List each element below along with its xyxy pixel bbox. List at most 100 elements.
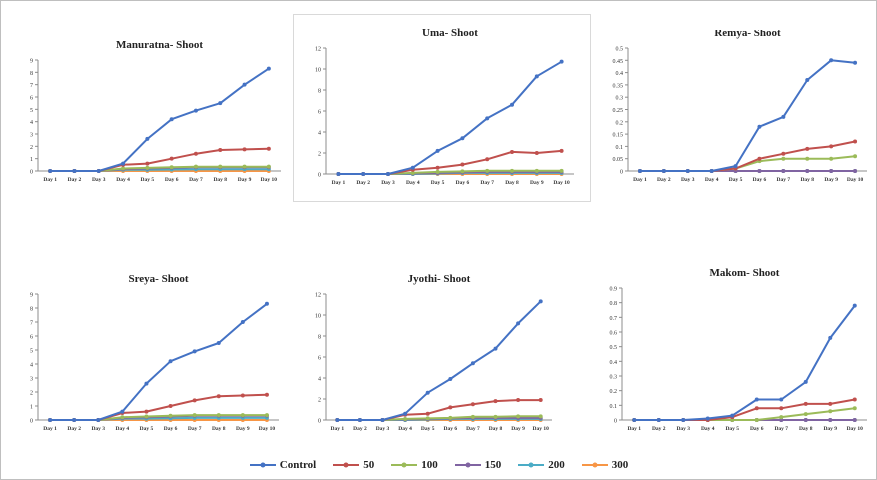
data-point-50 — [240, 393, 245, 398]
data-point-Control — [216, 341, 221, 345]
data-point-Control — [72, 169, 77, 173]
data-point-Control — [169, 117, 174, 122]
x-tick-label: Day 6 — [750, 426, 764, 432]
data-point-50 — [144, 409, 149, 414]
data-point-Control — [192, 349, 197, 354]
x-tick-label: Day 5 — [421, 426, 435, 432]
data-point-50 — [828, 401, 833, 406]
x-tick-label: Day 3 — [681, 177, 695, 183]
data-point-100 — [470, 414, 475, 419]
y-tick-label: 8 — [30, 71, 33, 77]
data-point-Control — [828, 335, 833, 340]
data-point-150 — [803, 418, 808, 422]
data-point-150 — [757, 169, 762, 173]
chart-title: Remya- Shoot — [714, 30, 781, 39]
data-point-Control — [681, 418, 686, 422]
data-point-100 — [410, 170, 415, 175]
data-point-50 — [218, 148, 223, 153]
x-tick-label: Day 3 — [91, 426, 105, 432]
y-tick-label: 3 — [30, 377, 33, 383]
data-point-100 — [485, 168, 490, 173]
y-tick-label: 0.2 — [610, 389, 618, 395]
chart-4: Jyothi- Shoot 0 2 4 6 8 10 12 Day 1 Day 2 Day 3 Day… — [315, 273, 552, 432]
data-point-150 — [781, 169, 786, 173]
data-point-Control — [448, 377, 453, 382]
data-point-Control — [193, 108, 198, 113]
x-tick-label: Day 7 — [480, 180, 494, 186]
x-tick-label: Day 1 — [633, 177, 647, 183]
x-tick-label: Day 4 — [701, 426, 715, 432]
x-tick-label: Day 10 — [553, 180, 570, 186]
data-point-50 — [460, 162, 465, 167]
data-point-Control — [460, 136, 465, 141]
data-point-Control — [803, 379, 808, 384]
data-point-50 — [470, 402, 475, 407]
data-point-150 — [852, 418, 857, 422]
y-tick-label: 6 — [30, 335, 33, 341]
data-point-50 — [193, 151, 198, 156]
legend-swatch-marker — [260, 462, 266, 468]
data-point-Control — [493, 346, 498, 351]
data-point-50 — [559, 148, 564, 153]
y-tick-label: 5 — [30, 349, 33, 355]
data-point-Control — [403, 411, 408, 416]
data-point-Control — [96, 418, 101, 422]
y-tick-label: 0.1 — [610, 404, 618, 410]
chart-2: Remya- Shoot 0 0.05 0.1 0.15 0.2 0.25 0.3 0.35 0.… — [613, 30, 867, 183]
x-tick-label: Day 10 — [259, 426, 276, 432]
legend-label: 100 — [421, 459, 438, 471]
data-point-150 — [853, 169, 858, 173]
data-point-Control — [661, 169, 666, 173]
x-tick-label: Day 1 — [43, 426, 57, 432]
data-point-50 — [534, 151, 539, 155]
data-point-100 — [403, 416, 408, 421]
series-line-Control — [50, 67, 270, 172]
data-point-Control — [335, 418, 340, 422]
data-point-100 — [493, 414, 498, 419]
y-tick-label: 7 — [30, 321, 33, 327]
x-tick-label: Day 3 — [381, 180, 395, 186]
data-point-50 — [168, 404, 173, 408]
data-point-100 — [852, 406, 857, 411]
x-tick-label: Day 8 — [799, 426, 813, 432]
chart-title: Makom- Shoot — [710, 267, 780, 279]
x-tick-label: Day 5 — [141, 177, 155, 183]
chart-0: Manuratna- Shoot 0 1 2 3 4 5 6 7 8 9 Day 1 Day 2 Day … — [30, 39, 281, 183]
data-point-Control — [805, 77, 810, 82]
y-tick-label: 0 — [30, 170, 33, 176]
data-point-100 — [193, 164, 198, 169]
data-point-100 — [516, 414, 521, 419]
y-tick-label: 0.45 — [613, 59, 624, 65]
data-point-Control — [781, 114, 786, 119]
legend-swatch — [518, 462, 545, 468]
x-tick-label: Day 4 — [116, 177, 130, 183]
y-tick-label: 8 — [318, 335, 321, 341]
data-point-50 — [538, 398, 543, 403]
y-tick-label: 2 — [318, 152, 321, 158]
data-point-Control — [240, 320, 245, 324]
x-tick-label: Day 2 — [68, 177, 82, 183]
data-point-100 — [192, 413, 197, 418]
data-point-100 — [510, 168, 514, 173]
data-point-50 — [853, 139, 858, 144]
y-tick-label: 12 — [315, 293, 321, 299]
x-tick-label: Day 9 — [511, 426, 525, 432]
data-point-Control — [730, 413, 735, 418]
data-point-100 — [425, 416, 430, 421]
data-point-50 — [485, 157, 490, 162]
x-tick-label: Day 2 — [356, 180, 370, 186]
x-tick-label: Day 3 — [92, 177, 106, 183]
data-point-50 — [803, 401, 808, 406]
y-tick-label: 2 — [30, 391, 33, 397]
data-point-Control — [121, 161, 126, 166]
legend-swatch — [391, 462, 418, 468]
legend-swatch-marker — [343, 462, 349, 468]
data-point-100 — [534, 168, 539, 173]
legend-swatch — [333, 462, 360, 468]
y-tick-label: 4 — [30, 363, 33, 369]
y-tick-label: 0.25 — [613, 108, 624, 114]
legend-item-150: 150 — [454, 459, 501, 471]
data-point-150 — [779, 418, 784, 422]
legend-swatch — [581, 462, 608, 468]
